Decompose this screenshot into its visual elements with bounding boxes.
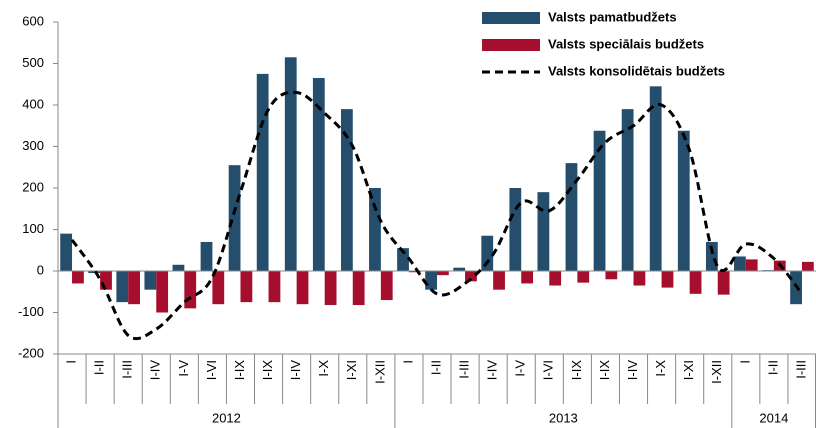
bar xyxy=(677,130,690,271)
bar xyxy=(284,57,297,272)
x-tick-label: I-XI xyxy=(344,360,359,380)
bar xyxy=(425,271,437,290)
bar xyxy=(633,271,646,286)
x-tick-label: I-IX xyxy=(260,360,275,381)
bar xyxy=(340,109,353,272)
bar xyxy=(256,73,269,271)
y-tick-label: -100 xyxy=(18,304,44,319)
line xyxy=(70,90,804,341)
bar xyxy=(661,271,674,288)
bar xyxy=(228,165,241,271)
bar xyxy=(509,188,522,271)
bar xyxy=(801,261,814,271)
bar xyxy=(593,130,606,271)
x-tick-label: I-VI xyxy=(204,360,219,380)
x-tick-label: I-IX xyxy=(232,360,247,381)
bar xyxy=(437,271,449,276)
bar xyxy=(745,259,758,271)
bar xyxy=(734,256,746,271)
bar xyxy=(100,271,112,290)
bar xyxy=(493,271,505,290)
bar xyxy=(200,241,213,271)
x-tick-label: I xyxy=(63,360,78,364)
bar xyxy=(397,248,409,271)
y-tick-label: 0 xyxy=(37,262,44,277)
bar xyxy=(565,163,578,271)
x-tick-label: I xyxy=(400,360,415,364)
bar xyxy=(408,271,421,273)
x-tick-label: I-VI xyxy=(541,360,556,380)
bar xyxy=(212,271,225,305)
bar xyxy=(128,271,140,305)
legend-label: Valsts pamatbudžets xyxy=(548,9,677,24)
bar xyxy=(296,271,309,305)
x-tick-label: I-V xyxy=(513,360,528,377)
y-tick-label: 100 xyxy=(22,221,44,236)
x-tick-label: I-III xyxy=(120,360,135,379)
x-tick-label: I-XII xyxy=(372,360,387,384)
x-tick-label: I-V xyxy=(176,360,191,377)
bar xyxy=(521,271,534,284)
legend-label: Valsts speciālais budžets xyxy=(548,36,704,51)
y-tick-label: -200 xyxy=(18,345,44,360)
bar xyxy=(705,241,718,271)
bar xyxy=(240,271,253,303)
bar xyxy=(312,78,325,272)
bar xyxy=(116,271,129,303)
x-tick-label: I-X xyxy=(316,360,331,377)
bar xyxy=(649,86,662,271)
bar xyxy=(549,271,562,286)
bar xyxy=(380,271,393,301)
x-tick-label: I-II xyxy=(765,360,780,375)
bar xyxy=(324,271,337,306)
legend-swatch xyxy=(482,39,540,51)
bar xyxy=(453,267,466,271)
y-tick-label: 200 xyxy=(22,179,44,194)
x-tick-label: I-III xyxy=(457,360,472,379)
bar xyxy=(268,271,281,303)
bar xyxy=(577,271,590,283)
bar xyxy=(537,192,550,271)
x-tick-label: I-IV xyxy=(288,360,303,381)
x-tick-label: I-IV xyxy=(625,360,640,381)
x-tick-label: I-III xyxy=(793,360,808,379)
group-label: 2013 xyxy=(549,410,578,425)
bar xyxy=(481,235,494,271)
x-tick-label: I-II xyxy=(428,360,443,375)
legend-label: Valsts konsolidētais budžets xyxy=(548,63,725,78)
bar xyxy=(60,233,73,271)
x-tick-label: I-IV xyxy=(148,360,163,381)
bar xyxy=(717,271,730,295)
x-tick-label: I xyxy=(737,360,752,364)
y-tick-label: 600 xyxy=(22,13,44,28)
legend-swatch xyxy=(482,12,540,24)
x-tick-label: I-IV xyxy=(485,360,500,381)
x-tick-label: I-X xyxy=(653,360,668,377)
bar xyxy=(465,271,477,282)
bar xyxy=(156,271,169,313)
bar xyxy=(172,264,185,271)
x-tick-label: I-IX xyxy=(597,360,612,381)
bar xyxy=(605,271,618,280)
bar xyxy=(621,109,634,272)
bar xyxy=(72,271,84,284)
bar xyxy=(184,271,197,309)
x-tick-label: I-XII xyxy=(709,360,724,384)
y-tick-label: 400 xyxy=(22,96,44,111)
bar xyxy=(369,188,381,271)
bar xyxy=(689,271,702,294)
y-tick-label: 500 xyxy=(22,55,44,70)
bar xyxy=(352,271,365,306)
x-tick-label: I-IX xyxy=(569,360,584,381)
y-tick-label: 300 xyxy=(22,138,44,153)
bar xyxy=(144,271,157,290)
group-label: 2014 xyxy=(759,410,788,425)
group-label: 2012 xyxy=(212,410,241,425)
x-tick-label: I-II xyxy=(92,360,107,375)
x-tick-label: I-XI xyxy=(681,360,696,380)
